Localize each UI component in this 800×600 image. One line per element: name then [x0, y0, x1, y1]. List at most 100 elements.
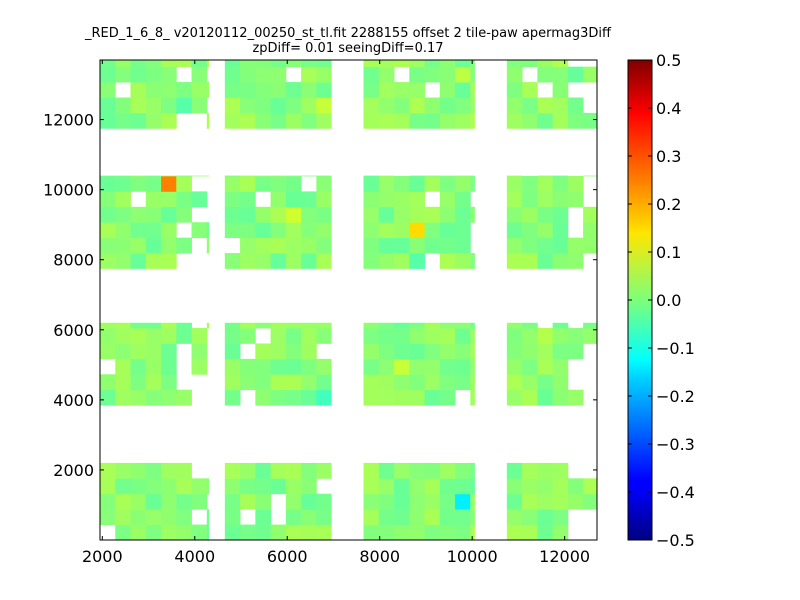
heatmap-cell	[176, 237, 192, 254]
heatmap-cell	[506, 509, 523, 525]
x-tick-label: 12000	[539, 547, 590, 566]
heatmap-cell	[270, 374, 287, 391]
heatmap-cell	[552, 253, 569, 269]
heatmap-cell	[255, 524, 271, 540]
heatmap-cell	[378, 82, 395, 98]
heatmap-cell	[145, 206, 162, 223]
heatmap-cell	[506, 322, 523, 329]
x-tick-label: 10000	[447, 547, 498, 566]
heatmap-cell	[439, 509, 456, 525]
heatmap-cell	[455, 462, 471, 479]
heatmap-cell	[378, 206, 395, 223]
heatmap-cell	[409, 343, 425, 360]
heatmap-cell	[224, 328, 241, 344]
heatmap-cell	[522, 112, 538, 129]
heatmap-cell	[363, 358, 380, 375]
heatmap-cell	[176, 175, 192, 192]
heatmap-cell	[191, 358, 208, 375]
heatmap-cell	[537, 175, 554, 177]
chart-title: _RED_1_6_8_ v20120112_00250_st_tl.fit 22…	[84, 26, 612, 41]
heatmap-cell	[522, 82, 538, 98]
heatmap-cell	[567, 389, 584, 406]
x-tick-label: 4000	[174, 547, 215, 566]
heatmap-cell	[439, 60, 456, 68]
heatmap-cell	[470, 82, 475, 98]
heatmap-cell	[240, 66, 256, 83]
heatmap-cell	[506, 524, 523, 540]
heatmap-cell	[285, 112, 302, 129]
heatmap-cell	[394, 60, 410, 68]
heatmap-cell	[206, 60, 210, 68]
heatmap-cell	[316, 328, 332, 344]
heatmap-cell	[191, 175, 208, 177]
heatmap-cell	[161, 175, 177, 192]
y-tick-label: 4000	[53, 391, 94, 410]
heatmap-cell	[522, 206, 538, 223]
heatmap-cell	[439, 389, 456, 406]
heatmap-cell	[255, 175, 271, 177]
heatmap-cell	[537, 389, 554, 406]
heatmap-cell	[224, 175, 241, 177]
heatmap-cell	[316, 60, 332, 68]
heatmap-cell	[191, 478, 208, 495]
heatmap-cell	[130, 97, 147, 114]
heatmap-cell	[130, 343, 147, 360]
heatmap-cell	[363, 253, 380, 269]
heatmap-cell	[206, 222, 210, 239]
heatmap-cell	[394, 328, 410, 344]
heatmap-cell	[130, 175, 147, 192]
heatmap-cell	[439, 66, 456, 83]
heatmap-cell	[552, 97, 569, 114]
heatmap-cell	[409, 493, 425, 510]
heatmap-cell	[552, 222, 569, 239]
heatmap-cell	[206, 524, 210, 540]
heatmap-cell	[285, 328, 302, 344]
heatmap-cell	[424, 60, 441, 68]
heatmap-cell	[522, 358, 538, 375]
heatmap-cell	[316, 222, 332, 239]
heatmap-cell	[567, 478, 584, 495]
heatmap-cell	[161, 82, 177, 98]
axis-ticks: 2000 4000 6000 8000 10000 12000 2000 4000 6000 80…	[43, 60, 597, 566]
heatmap-cell	[161, 222, 177, 239]
heatmap-cell	[439, 462, 456, 479]
heatmap-cell	[270, 358, 287, 375]
heatmap-cell	[394, 222, 410, 239]
heatmap-cell	[537, 253, 554, 269]
heatmap-cell	[439, 343, 456, 360]
heatmap-cell	[301, 112, 317, 129]
heatmap-cell	[394, 322, 410, 329]
heatmap-cell	[176, 97, 192, 114]
heatmap-cell	[270, 175, 287, 177]
heatmap-cell	[206, 175, 210, 177]
heatmap-cell	[409, 237, 425, 254]
heatmap-cell	[100, 66, 116, 83]
heatmap-cell	[409, 66, 425, 83]
heatmap-cell	[455, 191, 471, 208]
heatmap-cell	[145, 358, 162, 375]
heatmap-cell	[100, 97, 116, 114]
heatmap-cell	[424, 358, 441, 375]
heatmap-cell	[176, 322, 192, 329]
heatmap-cell	[224, 82, 241, 98]
heatmap-cell	[506, 175, 523, 177]
heatmap-cell	[161, 112, 177, 129]
heatmap-cell	[363, 206, 380, 223]
heatmap-cell	[285, 97, 302, 114]
heatmap-cell	[409, 462, 425, 479]
heatmap-cell	[145, 493, 162, 510]
heatmap-cell	[301, 389, 317, 406]
heatmap-cell	[161, 374, 177, 391]
heatmap-cell	[115, 358, 131, 375]
heatmap-cell	[378, 60, 395, 68]
heatmap-cell	[316, 175, 332, 177]
heatmap-cell	[115, 191, 131, 208]
heatmap-cell	[255, 358, 271, 375]
heatmap-cell	[522, 328, 538, 344]
heatmap-cell	[161, 97, 177, 114]
heatmap-cell	[115, 343, 131, 360]
heatmap-cell	[130, 112, 147, 129]
heatmap-cell	[455, 358, 471, 375]
heatmap-cell	[455, 253, 471, 269]
heatmap-cell	[270, 175, 287, 192]
